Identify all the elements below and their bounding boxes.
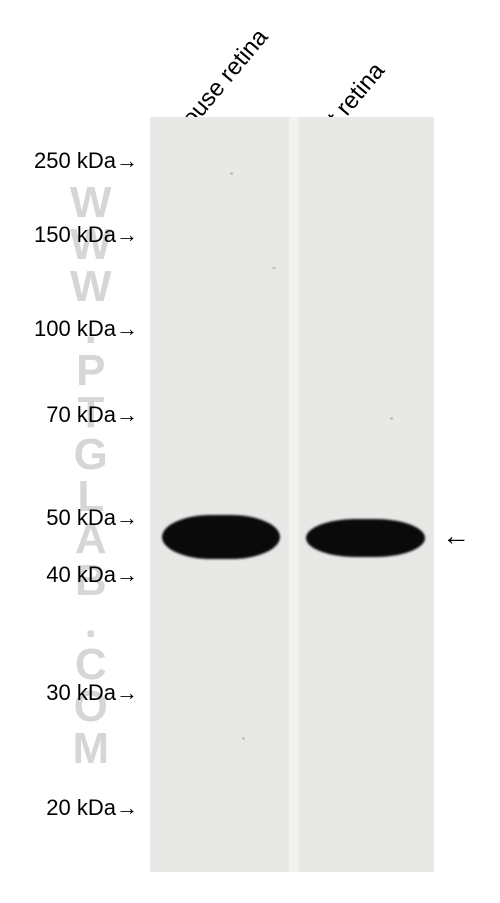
protein-band — [162, 515, 280, 559]
protein-band — [306, 519, 425, 557]
target-arrow-icon: ← — [442, 520, 470, 552]
mw-marker: 40 kDa→ — [0, 562, 138, 588]
mw-marker: 100 kDa→ — [0, 316, 138, 342]
blot-figure: WWW.PTGLAB.COM mouse retina rat retina 2… — [0, 0, 500, 903]
speck — [390, 417, 393, 420]
blot-membrane — [150, 117, 434, 872]
mw-marker: 50 kDa→ — [0, 505, 138, 531]
mw-marker: 250 kDa→ — [0, 148, 138, 174]
mw-marker: 150 kDa→ — [0, 222, 138, 248]
mw-marker: 30 kDa→ — [0, 680, 138, 706]
mw-marker: 70 kDa→ — [0, 402, 138, 428]
lane-divider — [289, 117, 299, 872]
speck — [272, 267, 276, 269]
speck — [242, 737, 245, 740]
mw-marker: 20 kDa→ — [0, 795, 138, 821]
speck — [230, 172, 233, 175]
